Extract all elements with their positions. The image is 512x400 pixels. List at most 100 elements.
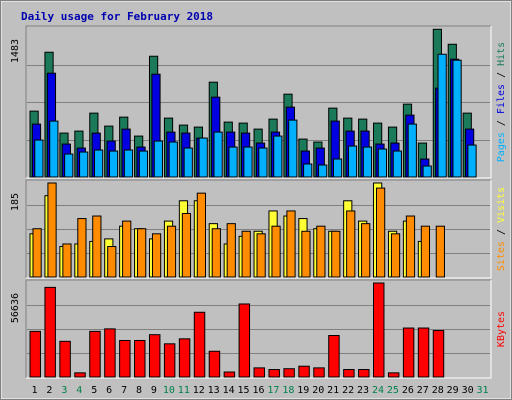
legend-sites-visits-text: Sites / Visits [496,187,507,271]
bar-pages-day-26 [407,123,417,178]
bar-sites-day-4 [77,218,87,278]
x-tick-label-day-31: 31 [477,385,489,396]
bar-pages-day-18 [288,119,298,178]
bar-sites-day-10 [166,225,177,278]
legend-kbytes: KBytes [496,311,507,347]
x-tick-label-day-5: 5 [91,385,97,396]
x-tick-label-day-25: 25 [387,385,399,396]
panel-border-dark [25,179,491,278]
bar-kbytes-day-25 [387,372,400,378]
bar-sites-day-26 [405,215,416,278]
bar-kbytes-day-18 [283,368,295,378]
bar-sites-day-9 [151,233,162,278]
bar-pages-day-27 [422,165,432,178]
bar-pages-day-20 [318,164,328,178]
legend-separator: / [496,223,507,241]
bar-pages-day-2 [49,120,59,178]
x-tick-label-day-17: 17 [267,385,279,396]
bar-sites-day-1 [32,228,42,278]
bar-kbytes-day-22 [343,369,355,378]
bar-sites-day-24 [376,187,386,278]
bar-sites-day-21 [331,230,341,278]
bar-pages-day-16 [258,147,268,178]
x-tick-label-day-11: 11 [178,385,190,396]
y-max-label-hits: 1483 [10,39,21,63]
bar-sites-day-11 [181,212,192,278]
bar-sites-day-23 [361,223,371,278]
bar-kbytes-day-8 [134,339,146,378]
x-tick-label-day-16: 16 [252,385,264,396]
x-tick-label-day-13: 13 [208,385,220,396]
x-tick-label-day-28: 28 [432,385,444,396]
panel-border-dark [25,279,491,378]
legend-entry-files: Files [496,84,507,114]
bar-sites-day-5 [92,215,102,278]
bar-kbytes-day-28 [432,330,445,378]
bar-kbytes-day-19 [298,365,310,378]
x-tick-label-day-30: 30 [462,385,474,396]
x-tick-label-day-18: 18 [282,385,294,396]
bar-pages-day-4 [79,151,89,178]
bar-kbytes-day-3 [59,340,71,378]
legend-separator: / [496,66,507,84]
bar-kbytes-day-24 [373,282,385,378]
bar-sites-day-22 [346,210,356,278]
bar-pages-day-5 [94,149,104,178]
bar-kbytes-day-20 [313,367,325,378]
bar-sites-day-18 [286,210,296,278]
bar-kbytes-day-6 [104,328,116,378]
bar-kbytes-day-4 [74,372,86,378]
bar-pages-day-14 [228,146,238,178]
bar-pages-day-29 [452,59,462,178]
bar-kbytes-day-17 [268,369,280,378]
legend-entry-hits: Hits [496,42,507,66]
bar-sites-day-28 [435,225,445,278]
x-tick-label-day-20: 20 [312,385,324,396]
bar-sites-day-20 [316,225,326,278]
legend-entry-sites: Sites [496,241,507,271]
bar-kbytes-day-12 [193,311,206,378]
bar-kbytes-day-23 [358,369,370,378]
x-tick-label-day-10: 10 [163,385,175,396]
x-tick-label-day-9: 9 [151,385,157,396]
legend-pages-files-hits: Pages / Files / Hits [496,42,507,162]
kbytes-panel: 56636 KBytes [10,279,507,379]
bar-sites-day-13 [211,228,221,278]
legend-entry-kbytes: KBytes [496,311,507,347]
bar-pages-day-9 [153,140,163,178]
panel-border-dark [25,25,491,178]
bar-sites-day-17 [271,225,281,278]
x-tick-label-day-6: 6 [106,385,112,396]
bar-sites-day-6 [107,246,117,278]
x-tick-label-day-14: 14 [223,385,235,396]
bar-sites-day-27 [420,225,431,278]
bar-pages-day-21 [332,158,343,178]
x-tick-label-day-3: 3 [61,385,67,396]
bar-pages-day-8 [138,150,149,178]
x-tick-label-day-1: 1 [31,385,37,396]
y-max-label-kbytes: 56636 [10,293,21,323]
bar-kbytes-day-13 [208,350,221,378]
x-axis-day-labels: 1 2 3 4 5 6 7 8 9 10 11 12 13 14 15 16 17 18 19 20 21 22 23 24 2… [31,385,488,396]
bar-sites-day-3 [62,243,72,278]
bar-kbytes-day-21 [328,335,340,378]
bar-pages-day-13 [213,131,223,178]
x-tick-label-day-12: 12 [193,385,205,396]
x-tick-label-day-22: 22 [342,385,354,396]
legend-sites-visits: Sites / Visits [496,187,507,271]
legend-separator: / [496,114,507,132]
bar-pages-day-1 [34,139,44,178]
x-tick-label-day-2: 2 [46,385,52,396]
bar-pages-day-6 [108,150,119,178]
bar-sites-day-15 [241,230,251,278]
bar-kbytes-day-16 [253,367,265,378]
bar-pages-day-30 [467,144,477,178]
bar-pages-day-12 [198,137,208,178]
bar-pages-day-10 [168,141,178,178]
bar-kbytes-day-1 [29,330,41,378]
bar-kbytes-day-5 [89,330,101,378]
bar-sites-day-2 [47,182,57,278]
pages-files-hits-panel: 1483 Pages / Files / Hits [10,25,507,179]
legend-entry-pages: Pages [496,132,507,162]
bar-pages-day-19 [303,163,313,178]
